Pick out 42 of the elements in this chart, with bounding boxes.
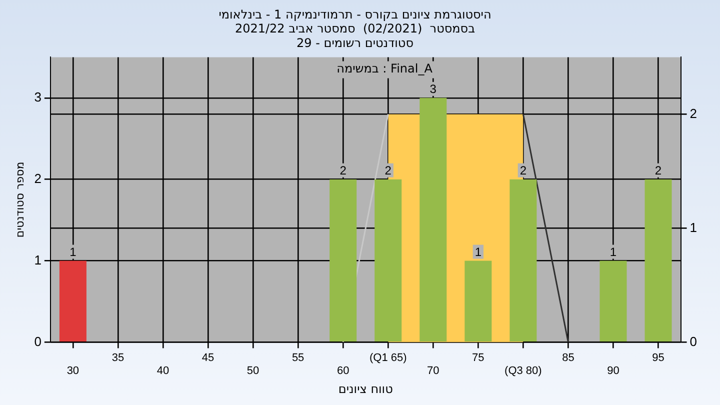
x-tick-label: (Q3 80) xyxy=(504,365,542,378)
data-label: 2 xyxy=(340,164,347,178)
data-label: 2 xyxy=(384,164,392,178)
y2-tick-label: 1 xyxy=(690,220,698,235)
y2-tick-label: 2 xyxy=(690,106,698,121)
x-tick-label: 35 xyxy=(112,352,124,364)
x-tick-label: 70 xyxy=(427,365,440,378)
x-tick-label: 55 xyxy=(292,352,304,364)
x-tick-label: (Q1 65) xyxy=(369,352,407,364)
y-tick-label: 2 xyxy=(34,170,42,186)
bar xyxy=(59,260,86,342)
data-label: 2 xyxy=(654,164,662,178)
data-label: 1 xyxy=(70,245,77,260)
y-axis-title: מספר סטודנטים xyxy=(13,162,26,238)
x-tick-label: 40 xyxy=(156,365,170,378)
x-tick-label: 45 xyxy=(202,352,214,364)
bar xyxy=(600,260,627,342)
data-label: 1 xyxy=(610,245,617,260)
y-tick-label: 3 xyxy=(34,89,42,104)
bar xyxy=(464,260,492,342)
x-tick-label: 50 xyxy=(246,365,260,378)
data-label: 2 xyxy=(520,164,527,178)
x-tick-label: 85 xyxy=(562,352,574,364)
bar xyxy=(330,179,357,342)
chart-title: היסטוגרמת ציונים בקורס - תרמודינמיקה 1 - בינלאומי xyxy=(218,7,492,22)
bar xyxy=(420,98,447,342)
y2-tick-label: 0 xyxy=(690,334,698,349)
chart-subtitle: בסמסטר (02/2021) סמסטר אביב 2021/22 סטודנטים רשומים - 29 xyxy=(234,22,476,50)
x-axis-title: טווח ציונים xyxy=(338,382,394,396)
x-tick-label: 60 xyxy=(336,365,350,378)
y-tick-label: 0 xyxy=(34,334,42,349)
x-tick-label: 30 xyxy=(66,365,80,378)
data-label: 3 xyxy=(430,82,437,96)
bar xyxy=(510,179,537,342)
x-tick-label: 75 xyxy=(472,352,484,364)
bar xyxy=(374,179,402,342)
y-tick-label: 1 xyxy=(34,252,42,268)
bar xyxy=(644,179,672,342)
data-label: 1 xyxy=(474,245,482,260)
annotation: במשימה : Final_A xyxy=(336,61,434,76)
x-tick-label: 95 xyxy=(652,352,664,364)
x-tick-label: 90 xyxy=(607,365,620,378)
